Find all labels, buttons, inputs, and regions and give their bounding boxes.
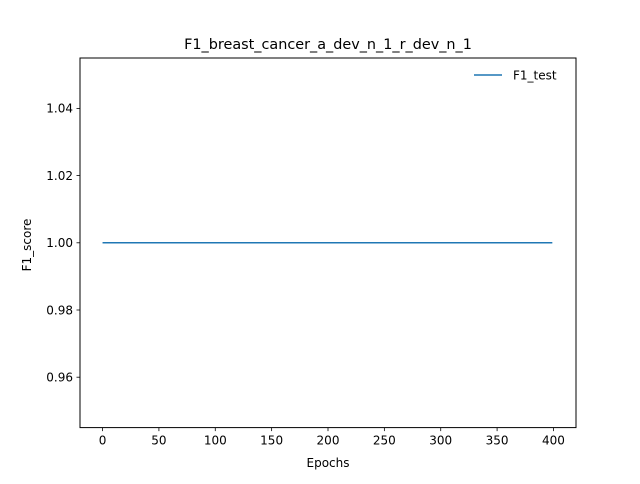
x-tick-label: 250	[373, 434, 396, 448]
y-tick-label: 1.02	[46, 169, 73, 183]
legend: F1_test	[474, 68, 557, 82]
chart-title: F1_breast_cancer_a_dev_n_1_r_dev_n_1	[184, 37, 472, 53]
x-tick-label: 300	[429, 434, 452, 448]
x-tick-label: 350	[486, 434, 509, 448]
x-axis-ticks: 0 50 100 150 200 250 300 350 400	[99, 427, 565, 448]
y-axis-ticks: 0.96 0.98 1.00 1.02 1.04	[46, 102, 80, 385]
y-tick-label: 0.98	[46, 303, 73, 317]
x-tick-label: 400	[542, 434, 565, 448]
y-axis-label: F1_score	[20, 219, 34, 272]
x-axis-label: Epochs	[307, 456, 350, 470]
y-tick-label: 0.96	[46, 371, 73, 385]
x-tick-label: 100	[204, 434, 227, 448]
x-tick-label: 200	[317, 434, 340, 448]
x-tick-label: 150	[260, 434, 283, 448]
axes-frame	[79, 57, 577, 429]
y-tick-label: 1.04	[46, 102, 73, 116]
x-tick-label: 0	[99, 434, 107, 448]
y-tick-label: 1.00	[46, 236, 73, 250]
x-tick-label: 50	[151, 434, 166, 448]
legend-label: F1_test	[513, 68, 557, 82]
